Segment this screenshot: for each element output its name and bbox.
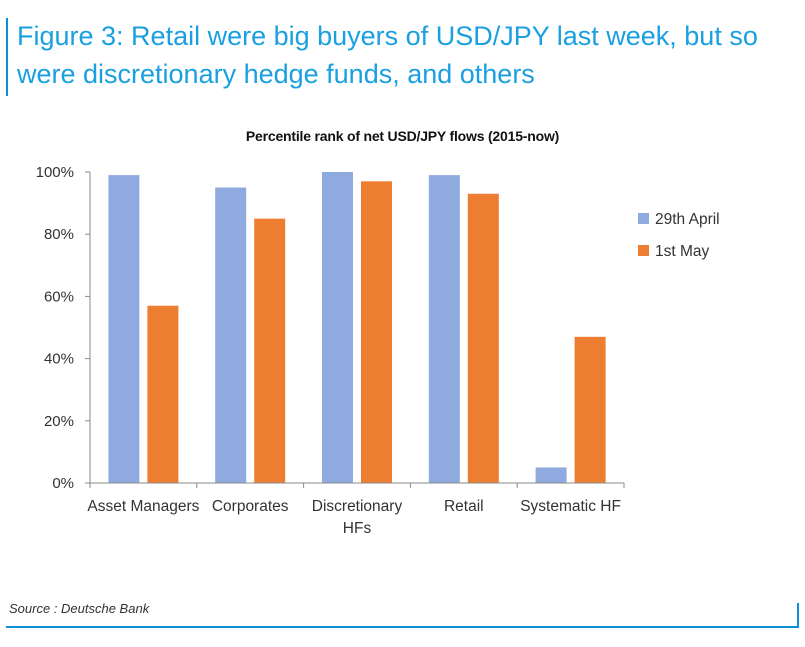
bar-systematic-hf-1st-may <box>574 336 606 483</box>
x-category-label-line: Retail <box>444 498 484 515</box>
bar-discretionary-hfs-29th-april <box>322 172 353 483</box>
figure-title-accent-bar <box>6 18 8 96</box>
bar-asset-managers-29th-april <box>108 175 140 484</box>
x-category-label: Systematic HF <box>520 498 621 515</box>
y-tick-label: 80% <box>44 226 74 243</box>
legend-swatch-1st-may <box>638 245 649 256</box>
chart-title: Percentile rank of net USD/JPY flows (20… <box>245 128 560 144</box>
legend: 29th April 1st May <box>638 211 720 260</box>
x-category-label: Corporates <box>212 498 289 515</box>
y-tick-label: 100% <box>36 164 74 181</box>
right-rule <box>797 603 799 628</box>
y-tick-label: 40% <box>44 351 74 368</box>
legend-swatch-29th-april <box>638 213 649 224</box>
x-category-label: Asset Managers <box>87 498 199 515</box>
bar-retail-29th-april <box>428 175 460 484</box>
source-note: Source : Deutsche Bank <box>9 601 150 616</box>
x-axis: Asset Managers Corporates Discretionary HFs… <box>87 482 625 537</box>
x-category-label: Retail <box>444 498 484 515</box>
bar-retail-1st-may <box>467 193 499 483</box>
x-category-label-line: Systematic HF <box>520 498 621 515</box>
x-category-label-line: Asset Managers <box>87 498 199 515</box>
bar-chart: 0% 20% 40% 60% 80% 100% Asset Managers Corpora… <box>36 164 720 537</box>
legend-label-1st-may: 1st May <box>655 243 710 260</box>
bar-corporates-1st-may <box>254 218 286 483</box>
bar-systematic-hf-29th-april <box>535 467 567 483</box>
x-category-label-line: Discretionary <box>312 498 403 515</box>
x-category-label: Discretionary HFs <box>312 498 403 537</box>
y-tick-label: 0% <box>52 475 74 492</box>
bar-corporates-29th-april <box>215 187 247 484</box>
bottom-rule <box>6 626 799 628</box>
y-tick-label: 60% <box>44 288 74 305</box>
x-category-label-line: HFs <box>343 520 372 537</box>
y-axis: 0% 20% 40% 60% 80% 100% <box>36 164 91 492</box>
figure-title: Figure 3: Retail were big buyers of USD/… <box>17 21 758 89</box>
y-tick-label: 20% <box>44 413 74 430</box>
x-category-label-line: Corporates <box>212 498 289 515</box>
bar-discretionary-hfs-1st-may <box>361 181 392 483</box>
legend-label-29th-april: 29th April <box>655 211 720 228</box>
bars <box>108 172 606 484</box>
bar-asset-managers-1st-may <box>147 305 179 483</box>
